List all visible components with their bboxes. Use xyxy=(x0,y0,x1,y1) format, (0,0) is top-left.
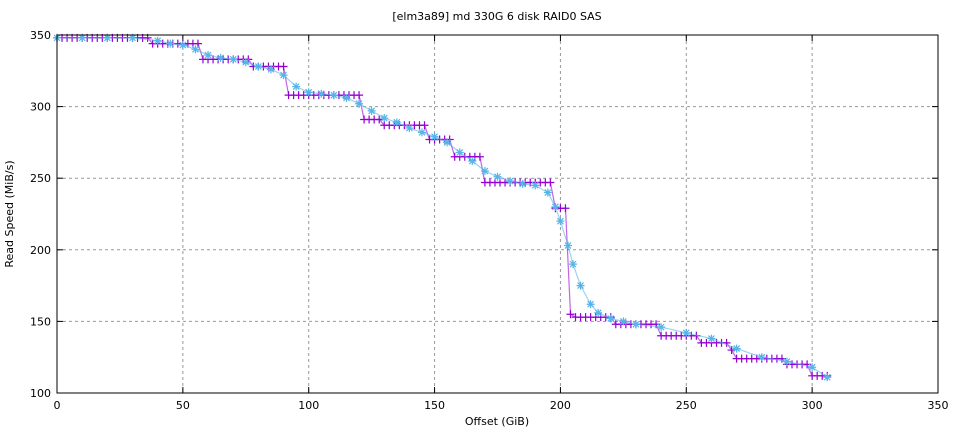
y-axis-label: Read Speed (MiB/s) xyxy=(3,160,16,267)
star-point xyxy=(304,88,313,97)
star-point xyxy=(279,71,288,80)
series-2 xyxy=(53,33,832,382)
star-point xyxy=(191,45,200,54)
plus-point xyxy=(279,62,288,71)
star-point xyxy=(292,82,301,91)
series-line xyxy=(57,37,828,377)
plus-point xyxy=(727,346,736,355)
star-point xyxy=(254,62,263,71)
star-point xyxy=(808,363,817,372)
star-point xyxy=(241,58,250,67)
star-point xyxy=(317,89,326,98)
star-point xyxy=(619,317,628,326)
star-point xyxy=(342,94,351,103)
series-layer xyxy=(53,33,832,382)
y-tick-label: 200 xyxy=(30,244,51,257)
star-point xyxy=(576,281,585,290)
star-point xyxy=(782,357,791,366)
x-tick-label: 50 xyxy=(176,399,190,412)
x-axis-label: Offset (GiB) xyxy=(465,415,529,428)
x-tick-label: 350 xyxy=(928,399,949,412)
star-point xyxy=(367,106,376,115)
star-point xyxy=(417,128,426,137)
star-point xyxy=(569,260,578,269)
x-tick-label: 0 xyxy=(54,399,61,412)
star-point xyxy=(355,99,364,108)
star-point xyxy=(216,53,225,62)
x-tick-label: 250 xyxy=(676,399,697,412)
x-tick-label: 100 xyxy=(298,399,319,412)
y-tick-label: 150 xyxy=(30,315,51,328)
x-tick-label: 300 xyxy=(802,399,823,412)
star-point xyxy=(606,314,615,323)
star-point xyxy=(657,323,666,332)
plot-border xyxy=(56,34,939,394)
star-point xyxy=(518,179,527,188)
star-point xyxy=(266,65,275,74)
star-point xyxy=(380,114,389,123)
y-tick-label: 350 xyxy=(30,29,51,42)
star-point xyxy=(732,344,741,353)
star-point xyxy=(78,33,87,42)
star-point xyxy=(543,188,552,197)
x-tick-label: 150 xyxy=(424,399,445,412)
star-point xyxy=(229,55,238,64)
star-point xyxy=(443,138,452,147)
plus-point xyxy=(561,204,570,213)
plus-point xyxy=(420,121,429,130)
series-1 xyxy=(53,33,832,380)
plus-point xyxy=(722,338,731,347)
star-point xyxy=(556,217,565,226)
plus-point xyxy=(475,152,484,161)
star-point xyxy=(392,118,401,127)
y-tick-label: 300 xyxy=(30,101,51,114)
series-line xyxy=(57,37,828,378)
x-tick-label: 200 xyxy=(550,399,571,412)
star-point xyxy=(204,51,213,60)
plus-point xyxy=(546,178,555,187)
star-point xyxy=(707,334,716,343)
star-point xyxy=(405,124,414,133)
star-point xyxy=(531,181,540,190)
plus-point xyxy=(355,91,364,100)
star-point xyxy=(594,308,603,317)
chart-title: [elm3a89] md 330G 6 disk RAID0 SAS xyxy=(392,10,601,23)
star-point xyxy=(329,91,338,100)
plus-point xyxy=(375,115,384,124)
star-point xyxy=(455,148,464,157)
star-point xyxy=(586,300,595,309)
star-point xyxy=(468,157,477,166)
grid xyxy=(57,35,938,393)
star-point xyxy=(631,320,640,329)
plus-point xyxy=(566,310,575,319)
star-point xyxy=(757,353,766,362)
star-point xyxy=(166,39,175,48)
star-point xyxy=(493,172,502,181)
star-point xyxy=(153,36,162,45)
star-point xyxy=(823,373,832,382)
star-point xyxy=(430,132,439,141)
star-point xyxy=(178,41,187,50)
star-point xyxy=(506,177,515,186)
star-point xyxy=(682,328,691,337)
star-point xyxy=(563,241,572,250)
y-tick-label: 250 xyxy=(30,172,51,185)
star-point xyxy=(551,202,560,211)
star-point xyxy=(128,33,137,42)
ticks: 0 50 100 150 200 250 300 350 100 150 200 250 300 350 xyxy=(30,29,949,412)
y-tick-label: 100 xyxy=(30,387,51,400)
star-point xyxy=(103,33,112,42)
star-point xyxy=(480,167,489,176)
